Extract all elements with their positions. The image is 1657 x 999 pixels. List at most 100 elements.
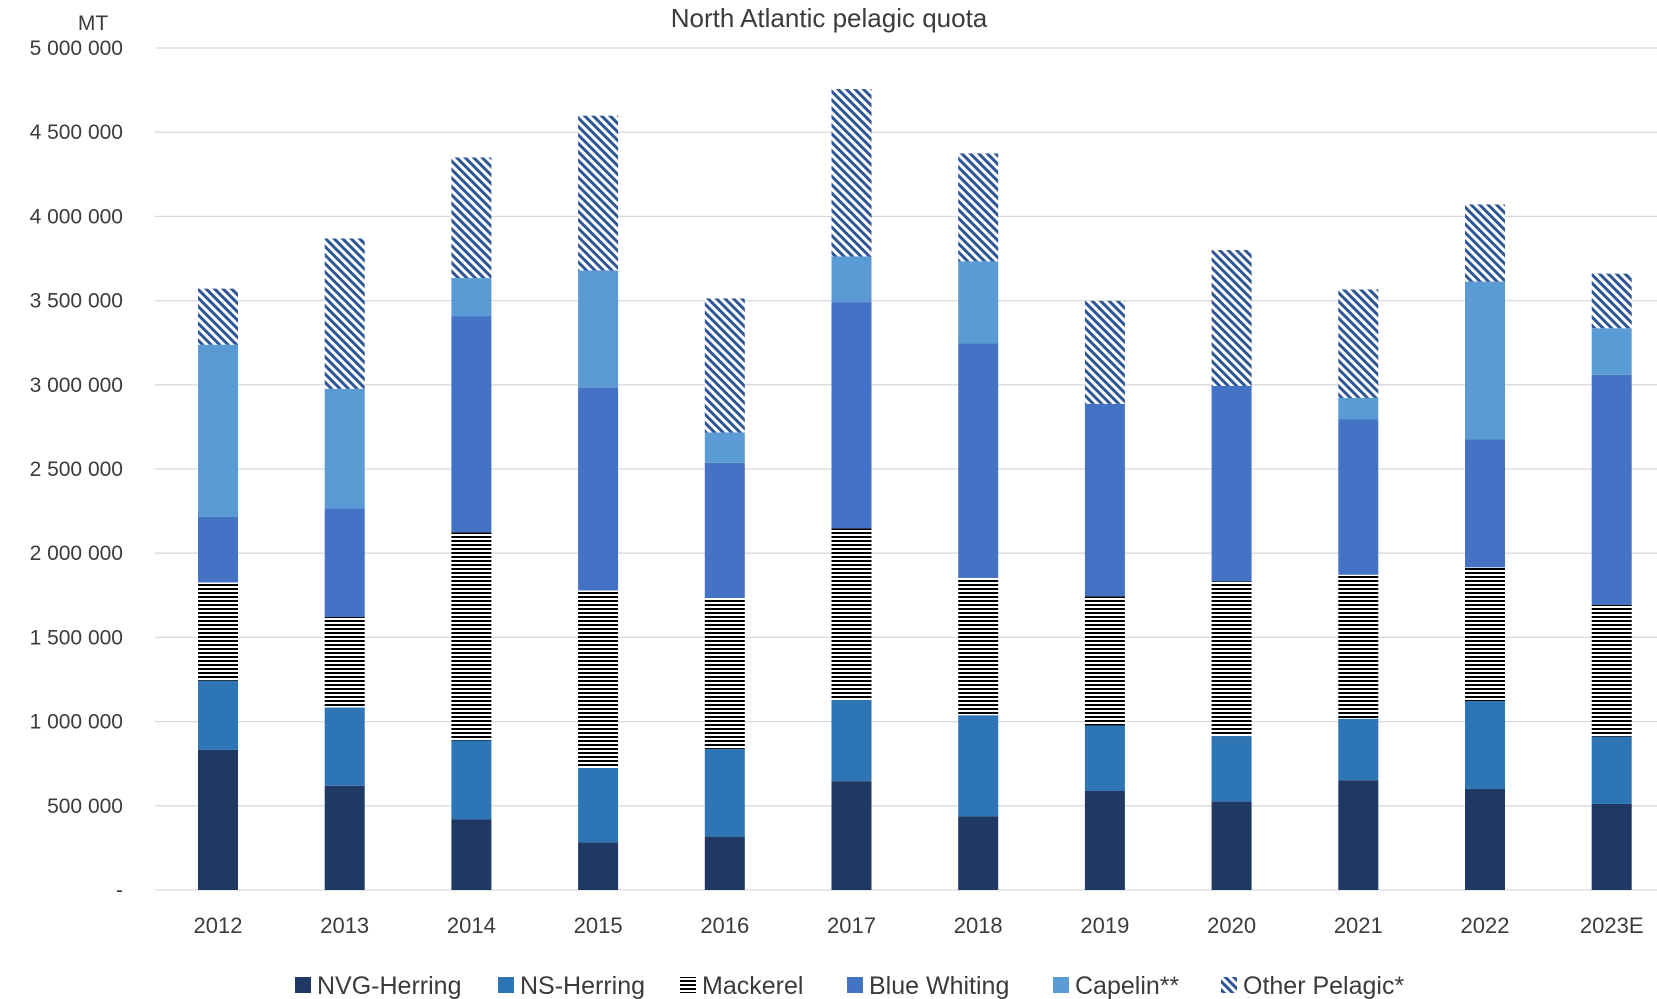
bar-segment	[451, 819, 492, 890]
y-tick-label: 3 500 000	[30, 290, 123, 313]
bar-stack	[831, 89, 872, 890]
bar-segment	[831, 528, 872, 701]
bar-segment	[958, 816, 999, 890]
bar-segment	[1084, 790, 1125, 890]
x-tick-label: 2021	[1334, 913, 1383, 938]
bar-segment	[198, 749, 238, 890]
bar-segment	[704, 298, 745, 433]
legend-item: Capelin**	[1053, 972, 1180, 999]
x-axis-ticks: 2012 2013 2014 2015 2016 2017 2018 2019 2020 2021…	[194, 913, 1644, 938]
bar-segment	[1211, 736, 1252, 802]
legend-item: Other Pelagic*	[1221, 972, 1404, 999]
bar-segment	[704, 462, 745, 598]
bar-segment	[198, 680, 238, 750]
legend-item: NS-Herring	[498, 972, 645, 999]
bar-segment	[1338, 397, 1379, 420]
bar-segment	[578, 590, 619, 768]
bar-stack	[958, 153, 999, 890]
bar-segment	[1084, 596, 1125, 726]
bar-segment	[1084, 403, 1125, 597]
legend-item: Mackerel	[680, 972, 803, 999]
bar-segment	[451, 157, 492, 279]
bar-stack	[1211, 250, 1252, 890]
bar-segment	[324, 388, 365, 509]
legend-label: Capelin**	[1075, 972, 1180, 999]
bar-segment	[1338, 574, 1379, 719]
x-tick-label: 2012	[194, 913, 243, 938]
bar-segment	[578, 842, 619, 890]
x-tick-label: 2018	[954, 913, 1003, 938]
y-tick-label: 4 500 000	[30, 121, 123, 144]
bar-segment	[198, 288, 238, 345]
y-tick-label: 500 000	[47, 795, 123, 818]
bar-stack	[198, 288, 238, 890]
bar-segment	[958, 261, 999, 344]
y-axis-label: MT	[78, 12, 108, 35]
legend-label: Mackerel	[702, 972, 803, 999]
legend-swatch	[847, 977, 863, 993]
y-tick-label: 1 000 000	[30, 711, 123, 734]
bar-segment	[324, 238, 365, 389]
gridlines	[155, 47, 1657, 891]
bar-stack	[324, 238, 365, 890]
bar-segment	[1591, 374, 1632, 605]
y-tick-label: 3 000 000	[30, 374, 123, 397]
bar-segment	[1465, 567, 1505, 702]
bar-segment	[578, 270, 619, 388]
x-tick-label: 2016	[700, 913, 749, 938]
bar-segment	[1465, 204, 1505, 282]
bar-segment	[198, 582, 238, 681]
bar-segment	[704, 597, 745, 749]
bar-segment	[704, 836, 745, 890]
bar-segment	[324, 707, 365, 786]
bar-segment	[704, 748, 745, 837]
bar-segment	[1084, 725, 1125, 791]
x-tick-label: 2022	[1461, 913, 1510, 938]
legend-label: NS-Herring	[520, 972, 645, 999]
bars	[198, 89, 1632, 890]
legend-item: Blue Whiting	[847, 972, 1009, 999]
bar-segment	[831, 700, 872, 782]
bar-segment	[1338, 780, 1379, 890]
legend-label: Blue Whiting	[869, 972, 1009, 999]
bar-segment	[1211, 385, 1252, 582]
y-tick-label: 2 500 000	[30, 458, 123, 481]
bar-stack	[704, 298, 745, 890]
bar-segment	[831, 256, 872, 303]
y-tick-label: 4 000 000	[30, 205, 123, 228]
bar-segment	[958, 343, 999, 578]
bar-segment	[1465, 281, 1505, 440]
bar-stack	[1591, 273, 1632, 890]
y-axis-ticks: - 500 000 1 000 000 1 500 000 2 000 000 2 500…	[30, 37, 123, 902]
bar-stack	[1338, 289, 1379, 890]
bar-segment	[198, 516, 238, 583]
bar-segment	[1591, 803, 1632, 890]
bar-segment	[704, 432, 745, 463]
bar-segment	[831, 781, 872, 890]
bar-segment	[1591, 604, 1632, 737]
bar-segment	[451, 316, 492, 533]
legend-swatch	[680, 977, 696, 993]
bar-segment	[1211, 801, 1252, 890]
bar-segment	[831, 302, 872, 529]
legend-swatch	[498, 977, 514, 993]
bar-segment	[1211, 250, 1252, 386]
bar-segment	[1338, 289, 1379, 398]
x-tick-label: 2015	[574, 913, 623, 938]
bar-segment	[198, 344, 238, 517]
x-tick-label: 2019	[1080, 913, 1129, 938]
bar-segment	[451, 740, 492, 820]
bar-stack	[1084, 300, 1125, 890]
x-tick-label: 2023E	[1580, 913, 1644, 938]
x-tick-label: 2017	[827, 913, 876, 938]
legend-swatch	[1221, 977, 1237, 993]
bar-segment	[1465, 788, 1505, 890]
y-tick-label: 5 000 000	[30, 37, 123, 60]
bar-segment	[1084, 300, 1125, 404]
bar-segment	[578, 115, 619, 271]
legend-swatch	[295, 977, 311, 993]
legend-label: Other Pelagic*	[1243, 972, 1404, 999]
bar-segment	[324, 508, 365, 618]
bar-segment	[958, 577, 999, 716]
